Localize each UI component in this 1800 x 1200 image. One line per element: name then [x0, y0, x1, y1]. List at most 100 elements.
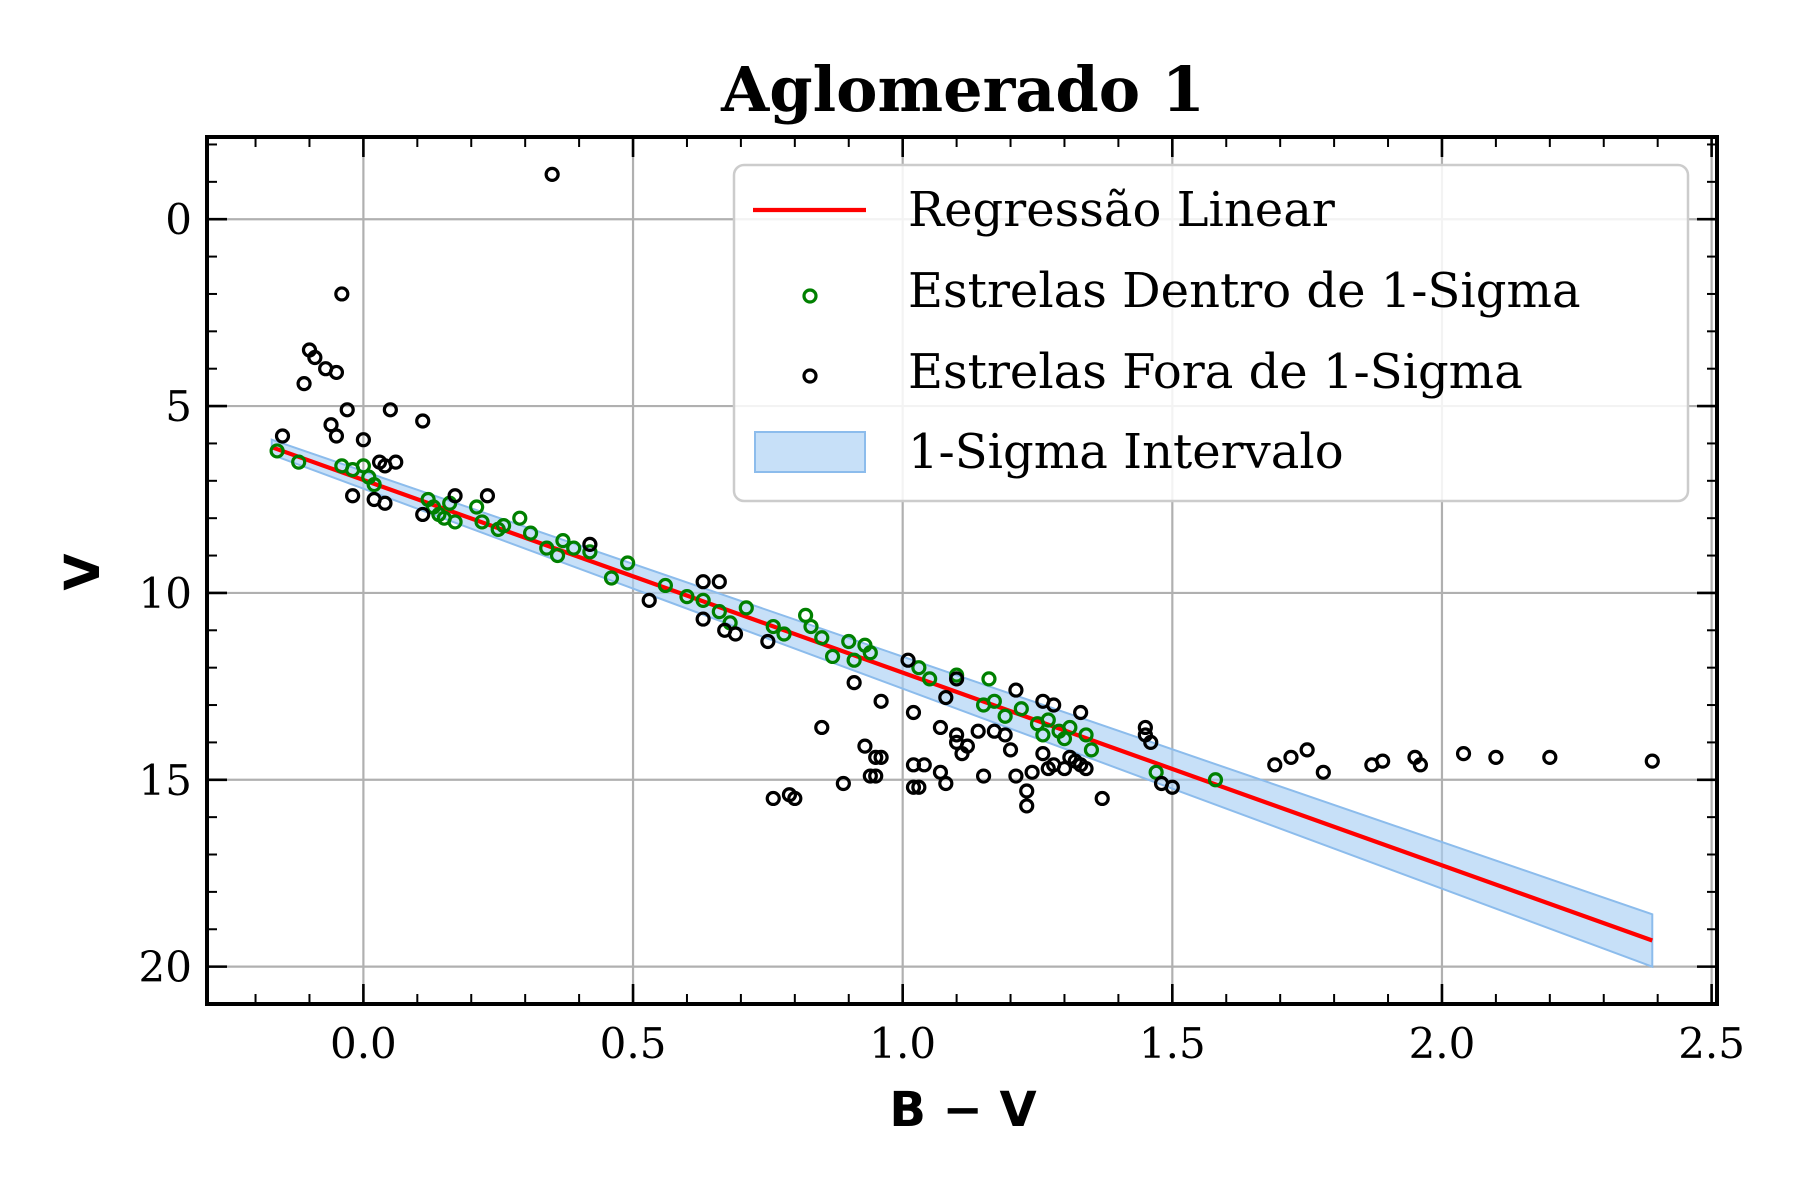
x-tick-label-1: 0.5 — [600, 1019, 667, 1068]
inside-point-52 — [1035, 727, 1051, 743]
outside-point-93 — [1488, 749, 1504, 765]
inside-point-27 — [679, 589, 695, 605]
inside-point-51 — [1040, 712, 1056, 728]
inside-point-39 — [846, 652, 862, 668]
inside-point-19 — [539, 540, 555, 556]
outside-point-44 — [905, 704, 922, 721]
outside-point-50 — [905, 779, 922, 795]
x-tick-label-2: 1.0 — [869, 1019, 936, 1068]
inside-point-22 — [566, 540, 582, 556]
inside-point-49 — [1013, 701, 1029, 717]
outside-point-66 — [1024, 764, 1040, 780]
y-tick-label-3: 15 — [139, 756, 192, 805]
regression-line — [271, 445, 1653, 943]
outside-point-31 — [900, 652, 916, 668]
outside-point-36 — [868, 749, 884, 765]
inside-point-29 — [711, 604, 727, 620]
outside-point-34 — [873, 693, 889, 709]
legend-box — [732, 163, 1690, 503]
inside-point-18 — [522, 525, 539, 541]
plot-frame — [205, 135, 1719, 1006]
inside-point-12 — [447, 514, 463, 530]
legend-band-swatch — [754, 431, 866, 473]
inside-point-26 — [657, 577, 673, 594]
outside-point-89 — [1375, 753, 1391, 769]
outside-point-56 — [970, 723, 986, 739]
outside-point-79 — [1137, 719, 1153, 736]
outside-point-39 — [868, 768, 884, 784]
outside-point-32 — [814, 719, 830, 736]
outside-point-65 — [1019, 798, 1035, 814]
legend-regression-label: Regressão Linear — [908, 182, 1335, 238]
outside-point-49 — [938, 775, 954, 792]
inside-point-6 — [366, 476, 382, 493]
legend-inside-label: Estrelas Dentro de 1-Sigma — [908, 263, 1581, 319]
outside-point-24 — [641, 592, 657, 608]
outside-point-8 — [382, 402, 398, 418]
inside-point-35 — [803, 618, 819, 635]
outside-point-91 — [1412, 757, 1428, 773]
legend-band-label: 1-Sigma Intervalo — [908, 424, 1344, 480]
inside-point-14 — [474, 514, 490, 530]
y-tick-label-4: 20 — [139, 943, 192, 992]
outside-point-35 — [857, 738, 873, 754]
outside-point-20 — [415, 506, 431, 523]
outside-point-16 — [388, 454, 404, 470]
outside-point-19 — [345, 488, 361, 504]
outside-point-78 — [1094, 790, 1110, 807]
inside-point-21 — [555, 533, 571, 549]
outside-point-53 — [949, 727, 965, 743]
inside-point-28 — [695, 592, 711, 608]
inside-point-45 — [981, 671, 997, 687]
outside-point-41 — [765, 790, 781, 807]
outside-point-81 — [1143, 734, 1159, 751]
outside-point-25 — [695, 574, 711, 590]
outside-point-23 — [582, 536, 598, 552]
inside-point-32 — [765, 618, 781, 635]
outside-point-62 — [1008, 682, 1024, 698]
outside-point-59 — [997, 727, 1013, 743]
inside-point-25 — [620, 555, 636, 571]
data-layer — [269, 166, 1660, 969]
outside-point-64 — [1019, 783, 1035, 799]
outside-point-63 — [1008, 768, 1024, 784]
outside-point-52 — [949, 671, 965, 687]
outside-point-37 — [873, 749, 889, 765]
outside-point-96 — [938, 689, 954, 706]
inside-point-31 — [738, 600, 754, 616]
inside-point-38 — [841, 633, 857, 650]
inside-point-24 — [603, 570, 620, 586]
legend-inside-swatch — [802, 288, 818, 304]
inside-point-55 — [1062, 719, 1078, 736]
inside-point-0 — [269, 443, 285, 459]
y-tick-label-0: 0 — [165, 195, 192, 244]
outside-point-3 — [307, 349, 323, 366]
outside-point-83 — [1164, 779, 1180, 795]
outside-point-0 — [544, 166, 560, 182]
inside-point-41 — [862, 645, 878, 661]
inside-point-33 — [776, 626, 792, 642]
outside-point-1 — [334, 286, 350, 302]
outside-point-21 — [447, 488, 463, 504]
legend: Regressão Linear Estrelas Dentro de 1-Sig… — [732, 163, 1690, 503]
y-tick-label-1: 5 — [165, 382, 192, 431]
outside-point-43 — [787, 790, 803, 807]
plot-area: 0.0 0.5 1.0 1.5 2.0 2.5 0 5 10 15 20 — [139, 135, 1745, 1068]
outside-point-45 — [932, 719, 949, 736]
outside-point-57 — [954, 746, 970, 762]
outside-point-27 — [695, 611, 711, 627]
x-tick-label-4: 2.0 — [1409, 1019, 1476, 1068]
outside-point-38 — [862, 768, 878, 784]
inside-point-42 — [911, 660, 927, 676]
outside-point-61 — [975, 768, 992, 784]
outside-point-10 — [274, 428, 291, 444]
outside-point-26 — [711, 574, 727, 590]
inside-point-47 — [986, 693, 1002, 709]
outside-point-92 — [1455, 746, 1472, 762]
y-axis-label: V — [55, 553, 111, 590]
outside-point-30 — [760, 633, 776, 650]
outside-point-9 — [415, 413, 431, 429]
x-tick-label-3: 1.5 — [1139, 1019, 1206, 1068]
outside-point-95 — [1644, 753, 1660, 769]
